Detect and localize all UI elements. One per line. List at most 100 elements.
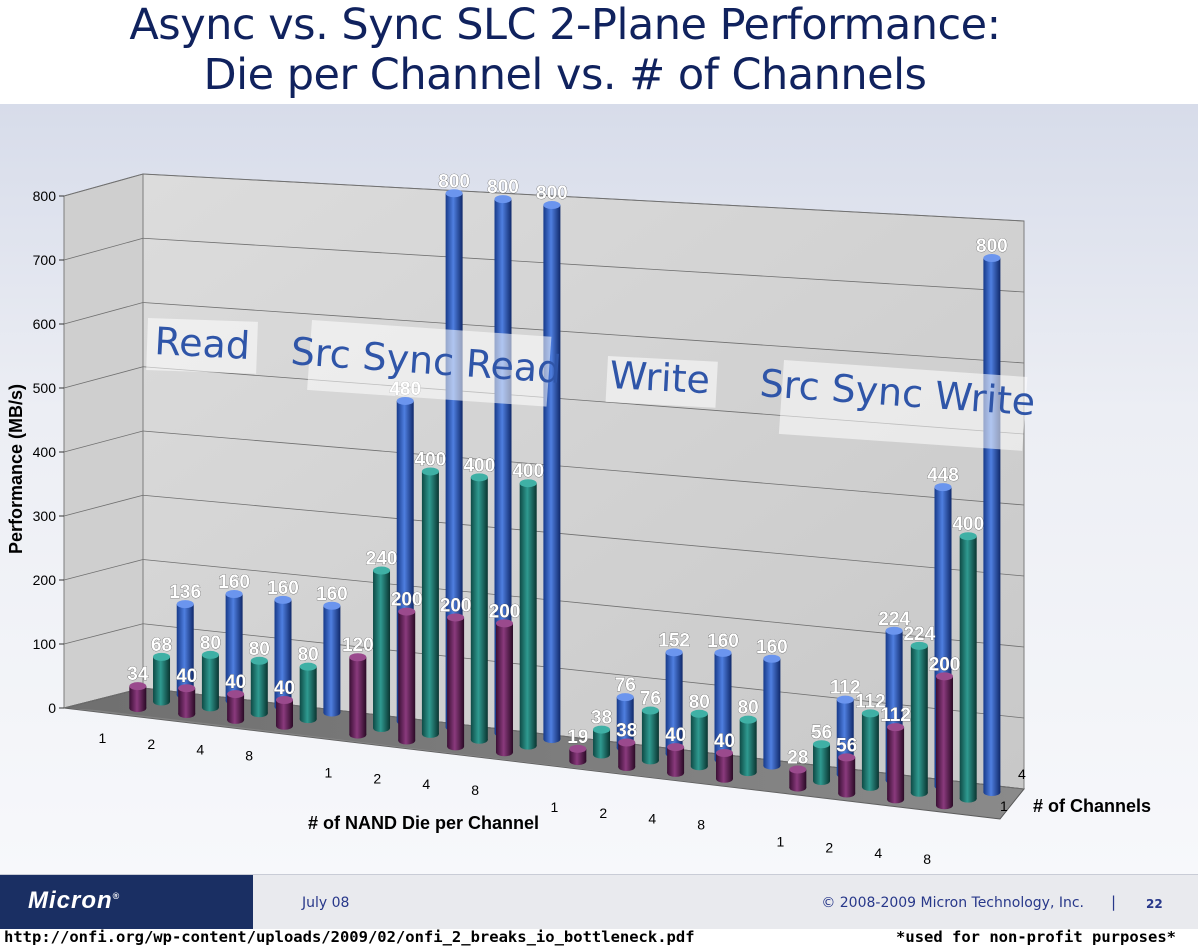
value-label: 400 bbox=[952, 514, 984, 535]
x-tick-label: 1 bbox=[777, 833, 785, 849]
value-label: 160 bbox=[707, 631, 739, 652]
value-label: 76 bbox=[615, 675, 636, 696]
bar-read-ch1-die2 bbox=[178, 684, 196, 718]
value-label: 200 bbox=[929, 654, 961, 675]
bar-src-sync-read-ch1-die8 bbox=[495, 619, 513, 757]
value-label: 800 bbox=[438, 171, 470, 192]
side-wall bbox=[63, 173, 144, 709]
bar-write-ch2-die4 bbox=[690, 709, 708, 771]
gridline-side-100 bbox=[63, 623, 144, 645]
value-label: 800 bbox=[487, 177, 519, 198]
y-tick-label-500: 500 bbox=[33, 380, 57, 396]
bar-read-ch2-die2 bbox=[201, 650, 219, 712]
value-label: 160 bbox=[756, 637, 788, 658]
value-label: 240 bbox=[366, 549, 398, 570]
value-label: 80 bbox=[689, 692, 710, 713]
micron-logo: Micron® bbox=[28, 887, 121, 914]
gridline-back-800 bbox=[142, 173, 1025, 222]
x-axis-ticks: 1 2 4 81 2 4 81 2 4 81 2 4 8 bbox=[99, 730, 932, 867]
value-label: 800 bbox=[536, 183, 568, 204]
bar-src-sync-read-ch1-die1 bbox=[349, 653, 367, 739]
value-label: 160 bbox=[267, 578, 299, 599]
y-tick-label-700: 700 bbox=[33, 252, 57, 268]
bar-write-ch2-die1 bbox=[593, 725, 611, 759]
value-label: 400 bbox=[512, 461, 544, 482]
bar-write-ch1-die2 bbox=[618, 738, 636, 771]
bar-src-sync-read-ch2-die8 bbox=[519, 479, 537, 750]
value-label: 19 bbox=[567, 727, 588, 748]
value-label: 200 bbox=[440, 595, 472, 616]
value-label: 56 bbox=[811, 722, 832, 743]
bar-write-ch1-die1 bbox=[569, 744, 587, 766]
bar-src-sync-write-ch1-die2 bbox=[838, 753, 856, 798]
value-label: 200 bbox=[391, 590, 423, 611]
bar-write-ch2-die2 bbox=[641, 706, 659, 765]
value-label: 68 bbox=[151, 635, 172, 656]
x-tick-label: 2 bbox=[825, 839, 833, 855]
bar-src-sync-write-ch1-die1 bbox=[789, 765, 807, 792]
bar-src-sync-write-ch4-die8 bbox=[983, 254, 1001, 797]
x-tick-label: 8 bbox=[697, 817, 705, 833]
x-tick-label: 1 bbox=[551, 799, 559, 815]
bar-src-sync-read-ch2-die4 bbox=[470, 473, 488, 744]
y-tick-label-0: 0 bbox=[48, 700, 56, 716]
x-axis-title: # of NAND Die per Channel bbox=[308, 813, 539, 833]
x-tick-label: 8 bbox=[245, 748, 253, 764]
slide-footer: Micron® July 08 © 2008-2009 Micron Techn… bbox=[0, 874, 1198, 929]
value-label: 120 bbox=[342, 635, 374, 656]
y-tick-label-800: 800 bbox=[33, 188, 57, 204]
gridline-side-400 bbox=[63, 430, 144, 453]
gridline-side-200 bbox=[63, 559, 144, 581]
page-number: 22 bbox=[1146, 897, 1163, 911]
value-label: 40 bbox=[714, 731, 735, 752]
bar-src-sync-write-ch2-die1 bbox=[813, 740, 831, 786]
x-tick-label: 1 bbox=[325, 764, 333, 780]
value-label: 224 bbox=[903, 624, 935, 645]
x-tick-label: 2 bbox=[599, 805, 607, 821]
value-label: 160 bbox=[218, 572, 250, 593]
title-line-1: Async vs. Sync SLC 2-Plane Performance: bbox=[129, 0, 1001, 50]
bar-src-sync-read-ch2-die1 bbox=[373, 566, 391, 733]
bar-write-ch1-die8 bbox=[715, 748, 733, 783]
title-line-2: Die per Channel vs. # of Channels bbox=[203, 50, 927, 100]
floor-front bbox=[64, 708, 1000, 819]
bar-write-ch1-die4 bbox=[667, 743, 685, 777]
slide-title: Async vs. Sync SLC 2-Plane Performance: … bbox=[0, 0, 1130, 104]
y-tick-label-100: 100 bbox=[33, 636, 57, 652]
value-label: 112 bbox=[855, 691, 886, 712]
logo-box: Micron® bbox=[0, 875, 253, 929]
bar-src-sync-write-ch1-die8 bbox=[935, 672, 953, 810]
value-label: 80 bbox=[298, 645, 319, 666]
bar-read-ch2-die4 bbox=[250, 656, 268, 718]
bar-read-ch4-die8 bbox=[323, 601, 341, 717]
value-label: 152 bbox=[658, 630, 690, 651]
x-tick-label: 4 bbox=[648, 811, 656, 827]
bar-src-sync-write-ch2-die4 bbox=[910, 641, 928, 797]
bar-src-sync-write-ch2-die8 bbox=[959, 532, 977, 803]
bar-src-sync-read-ch2-die2 bbox=[421, 467, 439, 738]
gridline-back-300 bbox=[142, 494, 1025, 577]
bar-read-ch1-die8 bbox=[275, 695, 293, 730]
bar-src-sync-write-ch2-die2 bbox=[861, 709, 879, 791]
value-label: 800 bbox=[976, 236, 1008, 257]
z-axis-title: # of Channels bbox=[1033, 796, 1151, 816]
performance-chart: 0 100 200 300 400 500 600 700 800 136 160 160 160 4 8… bbox=[6, 171, 1151, 867]
y-axis-title: Performance (MB/s) bbox=[6, 384, 26, 554]
value-label: 448 bbox=[927, 465, 959, 486]
bar-write-ch4-die8 bbox=[763, 654, 781, 770]
value-label: 40 bbox=[665, 725, 686, 746]
gridline-side-600 bbox=[63, 302, 144, 325]
footer-copyright: © 2008-2009 Micron Technology, Inc. bbox=[821, 895, 1084, 911]
z-tick-4: 4 bbox=[1018, 766, 1026, 782]
gridline-back-600 bbox=[142, 302, 1025, 364]
z-tick-1: 1 bbox=[1000, 798, 1008, 814]
gridline-side-700 bbox=[63, 237, 144, 261]
group-label-write: Write bbox=[609, 353, 711, 402]
value-label: 400 bbox=[415, 449, 447, 470]
gridline-back-200 bbox=[142, 559, 1025, 648]
gridline-side-300 bbox=[63, 494, 144, 517]
bar-read-ch1-die4 bbox=[227, 690, 245, 724]
bar-write-ch2-die8 bbox=[739, 715, 757, 777]
source-url[interactable]: http://onfi.org/wp-content/uploads/2009/… bbox=[4, 928, 695, 946]
bar-read-ch2-die1 bbox=[153, 652, 171, 706]
